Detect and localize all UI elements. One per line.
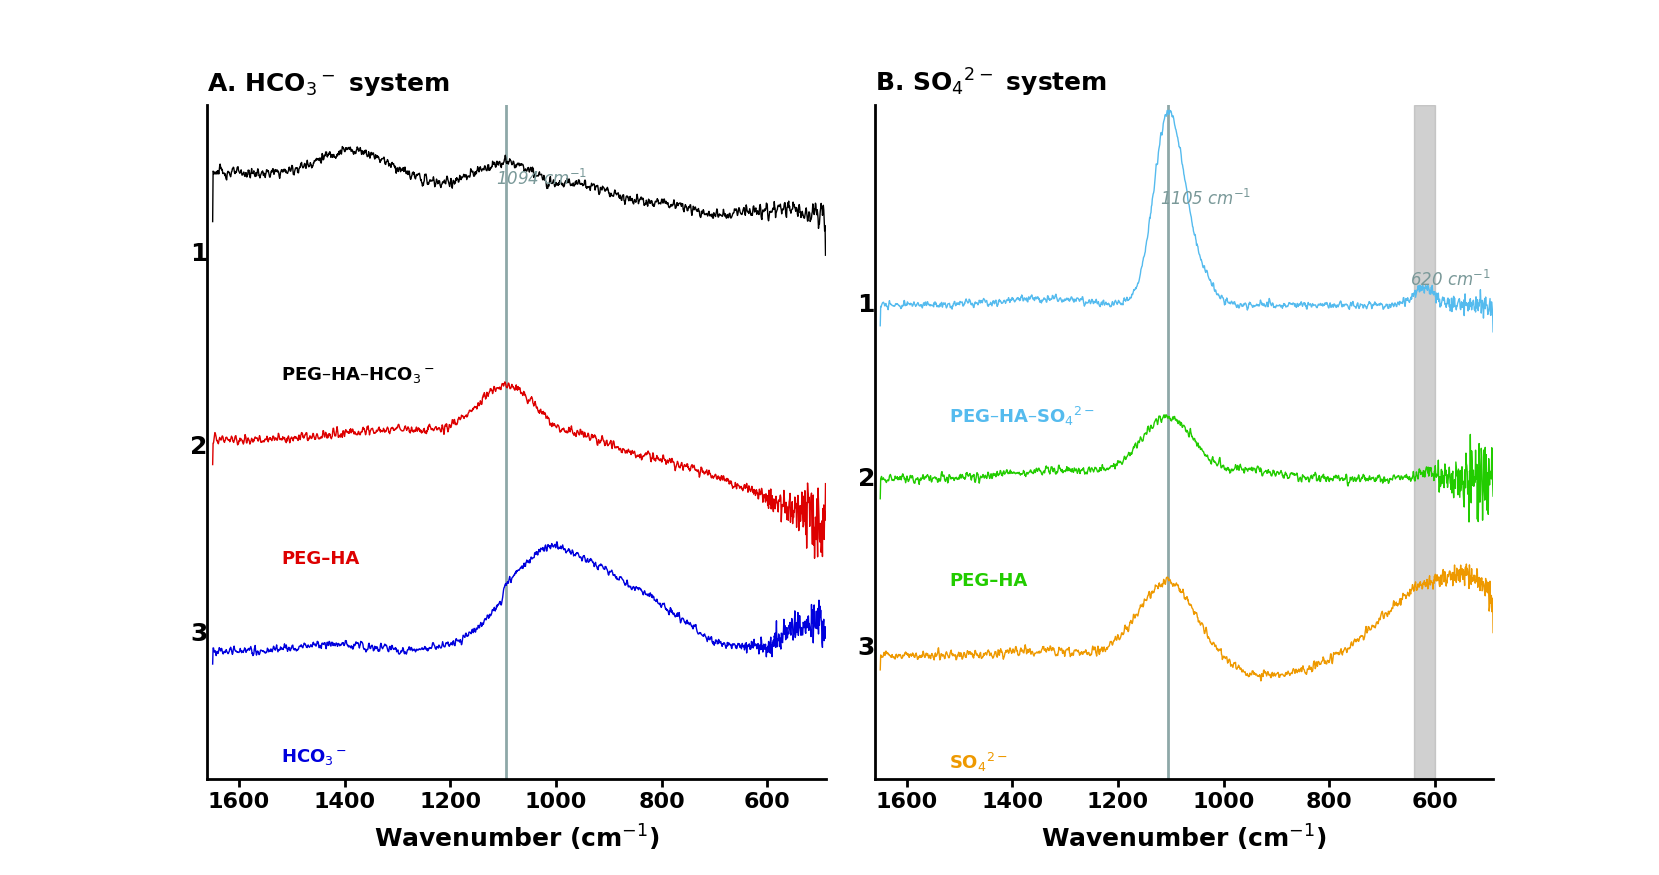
Text: 1094 cm$^{-1}$: 1094 cm$^{-1}$ [496, 169, 587, 189]
Text: PEG–HA–SO$_4$$^{2-}$: PEG–HA–SO$_4$$^{2-}$ [949, 405, 1095, 428]
Text: 1: 1 [189, 242, 207, 266]
Text: 3: 3 [858, 636, 874, 661]
Text: HCO$_3$$^-$: HCO$_3$$^-$ [282, 747, 347, 767]
Bar [1413, 105, 1435, 779]
Text: 1: 1 [858, 293, 874, 317]
Text: B. SO$_4$$^{2-}$ system: B. SO$_4$$^{2-}$ system [874, 66, 1107, 99]
Text: 1105 cm$^{-1}$: 1105 cm$^{-1}$ [1160, 189, 1251, 209]
Text: 3: 3 [191, 622, 207, 647]
Text: PEG–HA: PEG–HA [282, 550, 360, 568]
X-axis label: Wavenumber (cm$^{-1}$): Wavenumber (cm$^{-1}$) [373, 823, 659, 853]
Text: PEG–HA: PEG–HA [949, 572, 1027, 591]
Text: 2: 2 [858, 467, 874, 491]
X-axis label: Wavenumber (cm$^{-1}$): Wavenumber (cm$^{-1}$) [1042, 823, 1327, 853]
Text: 620 cm$^{-1}$: 620 cm$^{-1}$ [1410, 270, 1490, 290]
Text: PEG–HA–HCO$_3$$^-$: PEG–HA–HCO$_3$$^-$ [282, 365, 435, 385]
Text: SO$_4$$^{2-}$: SO$_4$$^{2-}$ [949, 751, 1007, 774]
Text: 2: 2 [191, 435, 207, 458]
Text: A. HCO$_3$$^-$ system: A. HCO$_3$$^-$ system [207, 71, 450, 98]
